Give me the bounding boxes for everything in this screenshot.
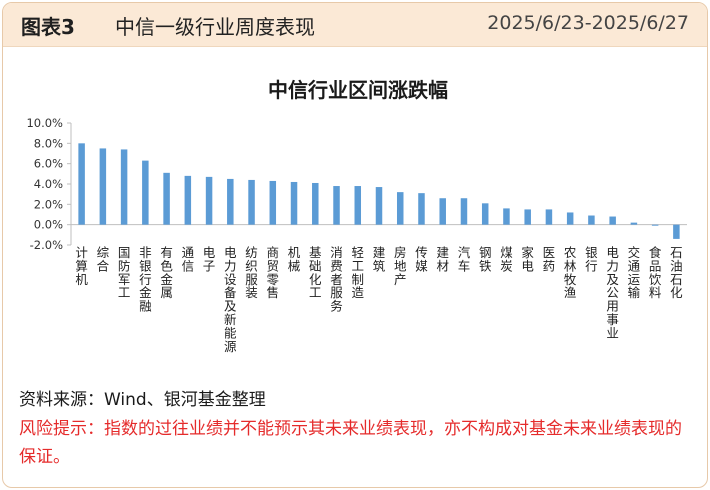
x-tick-label: 石油石化	[670, 245, 683, 300]
bar	[99, 148, 107, 225]
bar	[142, 160, 149, 225]
bar	[651, 224, 659, 226]
bar	[566, 212, 574, 225]
bar	[354, 186, 362, 225]
x-tick-label: 钢铁	[479, 245, 492, 273]
x-tick-label: 汽车	[458, 245, 471, 273]
chart-title: 中信行业区间涨跌幅	[268, 78, 448, 102]
x-tick-label: 消费者服务	[330, 245, 343, 314]
bar	[439, 198, 446, 225]
x-tick-label: 交通运输	[628, 245, 641, 300]
figure-title: 中信一级行业周度表现	[115, 15, 315, 39]
x-tick-label: 传媒	[415, 245, 428, 273]
y-tick-label: 4.0%	[34, 177, 63, 191]
x-tick-label: 机械	[288, 245, 301, 273]
x-tick-label: 房地产	[394, 245, 407, 287]
figure-number: 图表3	[21, 15, 75, 39]
bar	[120, 149, 128, 225]
x-tick-label: 食品饮料	[649, 245, 662, 300]
x-tick-label: 电力设备及新能源	[224, 245, 237, 354]
x-tick-label: 国防军工	[118, 245, 131, 300]
x-tick-label: 纺织服装	[245, 245, 258, 300]
x-tick-label: 通信	[182, 245, 195, 273]
x-tick-label: 综合	[97, 245, 110, 273]
x-tick-label: 计算机	[75, 245, 88, 287]
x-tick-label: 建材	[436, 245, 449, 273]
date-range: 2025/6/23-2025/6/27	[487, 12, 689, 34]
bar	[78, 143, 85, 225]
data-source: 资料来源：Wind、银河基金整理	[19, 390, 266, 410]
x-tick-label: 建筑	[373, 245, 386, 273]
bar	[588, 215, 595, 225]
bar	[481, 203, 489, 225]
x-tick-label: 银行	[585, 245, 598, 273]
x-tick-label: 商贸零售	[267, 245, 280, 300]
y-tick-label: 8.0%	[34, 136, 63, 150]
bar	[290, 181, 298, 225]
bar	[524, 209, 531, 225]
bar	[205, 176, 213, 225]
y-tick-label: 2.0%	[34, 197, 63, 211]
risk-disclaimer: 风险提示：指数的过往业绩并不能预示其未来业绩表现，亦不构成对基金未来业绩表现的保…	[19, 419, 682, 467]
y-tick-label: 0.0%	[34, 218, 63, 232]
bar	[269, 180, 277, 225]
bar	[418, 193, 425, 225]
bar	[184, 175, 192, 225]
x-tick-label: 农林牧渔	[564, 245, 577, 300]
x-axis-labels: 计算机综合国防军工非银行金融有色金属通信电子电力设备及新能源纺织服装商贸零售机械…	[75, 245, 683, 354]
bar	[333, 186, 340, 225]
y-tick-label: 10.0%	[26, 116, 63, 130]
y-tick-label: -2.0%	[30, 238, 63, 252]
bar	[312, 182, 319, 225]
bar	[630, 222, 638, 225]
figure-header: 图表3 中信一级行业周度表现 2025/6/23-2025/6/27	[3, 3, 707, 47]
bar	[396, 192, 404, 225]
bar	[460, 198, 468, 225]
bar	[227, 178, 234, 225]
x-tick-label: 医药	[543, 245, 556, 273]
bar	[375, 187, 383, 225]
bar	[248, 179, 255, 225]
bar	[503, 208, 510, 225]
bar-series	[78, 143, 680, 239]
x-tick-label: 电子	[203, 245, 216, 273]
bar-chart: 中信行业区间涨跌幅 10.0% 8.0% 6.0% 4.0% 2.0% 0.0% -2.0%…	[26, 78, 687, 354]
x-tick-label: 轻工制造	[352, 245, 365, 300]
x-tick-label: 煤炭	[500, 245, 513, 273]
x-tick-label: 非银行金融	[139, 245, 152, 314]
x-tick-label: 有色金属	[160, 245, 173, 300]
bar	[609, 216, 616, 225]
x-tick-label: 电力及公用事业	[606, 245, 619, 340]
y-tick-label: 6.0%	[34, 157, 63, 171]
bar	[673, 224, 680, 239]
x-tick-label: 家电	[521, 245, 534, 273]
bar	[545, 209, 553, 225]
bar	[163, 172, 170, 225]
x-tick-label: 基础化工	[309, 245, 322, 300]
